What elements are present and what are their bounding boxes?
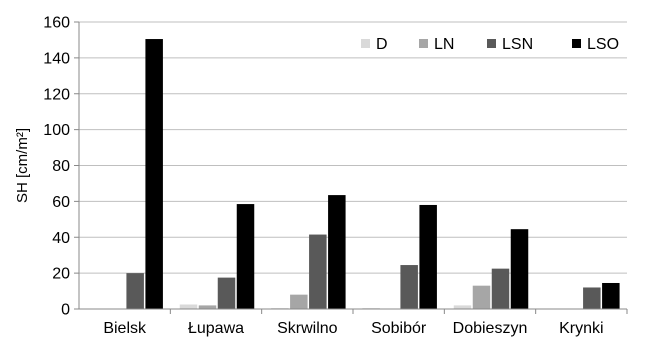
bar-ln-2 <box>290 294 308 309</box>
x-tick-label: Sobibór <box>371 320 427 337</box>
y-tick-label: 120 <box>43 86 70 103</box>
bar-lsn-5 <box>583 287 601 309</box>
y-tick-labels: 0 20 40 60 80 100 120 140 160 <box>43 15 70 319</box>
legend-swatch-lsn <box>487 39 496 48</box>
y-tick-label: 100 <box>43 122 70 139</box>
bar-d-1 <box>179 304 198 309</box>
legend-swatch-lso <box>572 39 581 48</box>
bar-lso-0 <box>145 39 163 310</box>
bar-lso-5 <box>602 282 620 309</box>
y-tick-label: 160 <box>43 15 70 32</box>
bar-lsn-3 <box>400 265 418 309</box>
bars <box>126 39 620 310</box>
x-tick-label: Łupawa <box>188 320 244 337</box>
y-axis-title: SH [cm/m²] <box>14 128 31 203</box>
bar-ln-4 <box>472 285 491 309</box>
y-tick-label: 60 <box>52 194 70 211</box>
bar-lsn-2 <box>309 234 327 309</box>
x-tick-label: Skrwilno <box>277 320 338 337</box>
bar-lsn-4 <box>491 268 510 309</box>
x-tick-label: Krynki <box>559 320 603 337</box>
bar-lso-4 <box>510 229 529 309</box>
x-tick-label: Bielsk <box>103 320 147 337</box>
bar-lso-2 <box>328 195 346 309</box>
bar-lso-1 <box>236 204 255 309</box>
legend-label-d: D <box>376 36 388 53</box>
y-tick-label: 40 <box>52 230 70 247</box>
x-tick-labels: Bielsk Łupawa Skrwilno Sobibór Dobieszyn Kryn… <box>103 320 603 337</box>
legend-swatch-ln <box>419 39 428 48</box>
bar-lsn-1 <box>217 277 236 309</box>
x-tick-label: Dobieszyn <box>453 320 528 337</box>
legend-swatch-d <box>361 39 370 48</box>
gridlines <box>79 21 627 274</box>
bar-lsn-0 <box>126 273 144 309</box>
legend-label-ln: LN <box>434 36 454 53</box>
legend-label-lsn: LSN <box>502 36 533 53</box>
bar-d-4 <box>453 305 472 309</box>
legend-label-lso: LSO <box>587 36 619 53</box>
axes <box>74 21 628 314</box>
y-tick-label: 80 <box>52 158 70 175</box>
bar-ln-1 <box>198 305 217 309</box>
y-tick-label: 20 <box>52 266 70 283</box>
bar-lso-3 <box>419 204 437 309</box>
y-tick-label: 140 <box>43 50 70 67</box>
legend: D LN LSN LSO <box>361 36 619 53</box>
y-tick-label: 0 <box>61 302 70 319</box>
